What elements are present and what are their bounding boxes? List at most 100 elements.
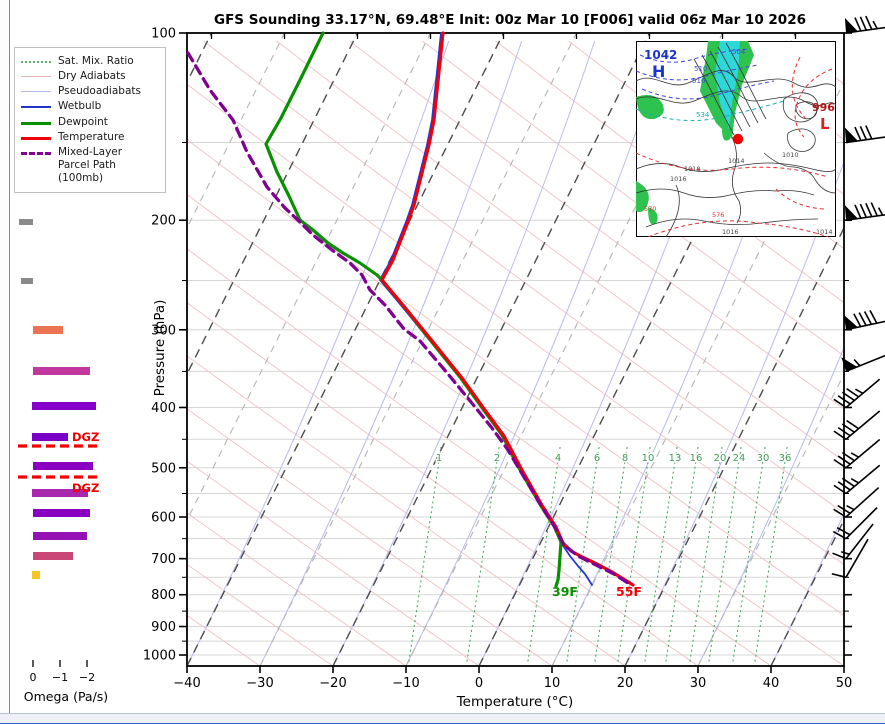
wind-barb (832, 506, 878, 540)
inset-map-label: H (652, 62, 665, 81)
inset-precip-shading (648, 207, 658, 225)
chart-title: GFS Sounding 33.17°N, 69.48°E Init: 00z … (214, 12, 806, 28)
mixing-ratio-label: 1 (436, 453, 442, 464)
background-window-sliver (0, 0, 10, 724)
pseudoadiabat-line (697, 348, 843, 665)
legend-sample-line (21, 151, 51, 155)
legend-item-label: Dry Adiabats (58, 70, 126, 83)
inset-contour (763, 152, 836, 194)
wind-barb (831, 538, 869, 579)
legend-item: Temperature (21, 131, 159, 144)
surface-dewpoint-label: 39F (552, 584, 578, 599)
dry-adiabat-line (422, 40, 843, 356)
inset-map-label: 516 (692, 77, 706, 85)
mixing-ratio-label: 8 (622, 453, 628, 464)
inset-map-label: 1016 (722, 228, 739, 236)
temperature-tick-label: 50 (836, 676, 853, 691)
omega-bar (32, 433, 68, 441)
inset-thickness-red (794, 68, 833, 138)
omega-bar (33, 532, 87, 540)
pressure-tick-label: 800 (151, 588, 176, 603)
inset-contour (701, 54, 743, 132)
dewpoint-line (264, 31, 563, 588)
inset-map-label: 570 (644, 205, 656, 213)
wind-barb (844, 202, 885, 222)
wind-barb (833, 486, 880, 518)
inset-contour (731, 136, 741, 224)
temperature-tick-label: 0 (475, 676, 483, 691)
inset-map-label: 576 (712, 211, 724, 219)
inset-map-label: 1016 (670, 175, 687, 183)
inset-contour (709, 50, 751, 128)
wind-barb (833, 410, 881, 440)
temperature-tick-label: −30 (246, 676, 273, 691)
legend-sample-line (21, 91, 51, 93)
pressure-tick-label: 900 (151, 620, 176, 635)
mixing-ratio-label: 13 (669, 453, 682, 464)
pseudoadiabat-line (188, 40, 450, 665)
mixing-ratio-line (566, 446, 600, 665)
temperature-line (380, 31, 635, 587)
inset-thickness-red (636, 152, 829, 178)
inset-thickness-teal (636, 100, 785, 122)
omega-tick-label: −2 (79, 671, 95, 684)
mixing-ratio-label: 30 (757, 453, 770, 464)
isotherm-dashed-line (188, 34, 504, 665)
dgz-label: DGZ (72, 481, 99, 495)
mixing-ratio-label: 16 (690, 453, 703, 464)
plot-background: 1 2 4 6 8 10 13 16 20 24 30 36 (188, 34, 843, 665)
inset-precip-shading (636, 95, 664, 120)
mixing-ratio-label: 24 (733, 453, 746, 464)
wind-barb (833, 464, 881, 495)
omega-bar (33, 462, 93, 470)
inset-map-label: L (820, 115, 830, 133)
omega-tick-label: 0 (30, 671, 37, 684)
inset-precip-shading (722, 129, 731, 141)
inset-thickness-red (647, 220, 829, 237)
legend-item: Sat. Mix. Ratio (21, 55, 159, 68)
isotherm-dashed-line (188, 34, 285, 228)
legend-item: Wetbulb (21, 100, 159, 113)
sounding-curves: 55F 39F (186, 31, 642, 599)
mixing-ratio-line (754, 446, 788, 665)
omega-bar (32, 489, 88, 497)
omega-bar (21, 278, 33, 284)
surface-temp-label: 55F (616, 584, 642, 599)
pressure-tick-label: 500 (151, 461, 176, 476)
legend-item: Dewpoint (21, 116, 159, 129)
temperature-tick-label: 40 (763, 676, 780, 691)
temperature-tick-label: 10 (544, 676, 561, 691)
pseudoadiabat-line (259, 40, 523, 665)
legend-sample-line (21, 61, 51, 63)
inset-contour (636, 162, 836, 172)
mixing-ratio-line (665, 446, 699, 665)
mixing-ratio-line (644, 446, 678, 665)
wind-barb (841, 354, 885, 373)
mixing-ratio-label: 20 (714, 453, 727, 464)
inset-map-label: 1014 (728, 157, 745, 165)
mixing-ratio-label: 36 (779, 453, 792, 464)
temperature-tick-label: 30 (690, 676, 707, 691)
pressure-tick-label: 200 (151, 214, 176, 229)
dgz-label: DGZ (72, 430, 99, 444)
wind-barb (833, 378, 881, 409)
inset-map-label: 504 (732, 48, 746, 56)
isotherm-dashed-line (188, 34, 431, 520)
legend-sample-line (21, 136, 51, 140)
omega-bar (33, 326, 63, 334)
omega-tick-label: −1 (52, 671, 68, 684)
inset-map-label: 1018 (684, 165, 701, 173)
omega-bar (33, 552, 73, 560)
legend-item: Pseudoadiabats (21, 85, 159, 98)
legend-item: Dry Adiabats (21, 70, 159, 83)
wind-barb-column (831, 15, 885, 579)
legend-item-label: Temperature (58, 130, 125, 143)
inset-map-label: 510 (694, 65, 707, 73)
mixing-ratio-line (732, 446, 766, 665)
omega-bar (19, 219, 33, 225)
inset-map-label: 1042 (644, 48, 677, 62)
pressure-tick-label: 300 (151, 323, 176, 338)
omega-bar (33, 509, 90, 517)
